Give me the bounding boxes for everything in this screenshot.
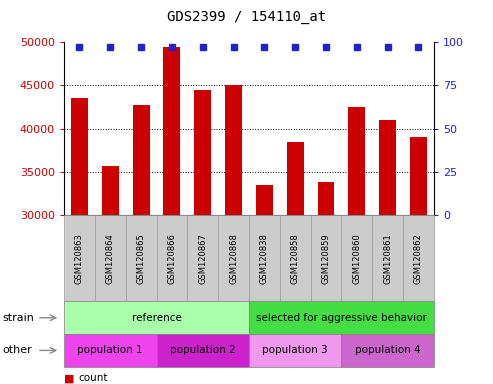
Text: GSM120860: GSM120860: [352, 233, 361, 284]
Bar: [287, 142, 304, 215]
Bar: [102, 166, 119, 215]
Text: strain: strain: [2, 313, 35, 323]
Text: GSM120865: GSM120865: [137, 233, 145, 284]
Text: GSM120838: GSM120838: [260, 233, 269, 284]
Text: population 1: population 1: [77, 345, 143, 356]
Bar: [194, 90, 211, 215]
Bar: [410, 137, 427, 215]
Text: ■: ■: [64, 373, 74, 383]
Text: population 2: population 2: [170, 345, 236, 356]
Bar: [317, 182, 334, 215]
Text: selected for aggressive behavior: selected for aggressive behavior: [256, 313, 427, 323]
Text: reference: reference: [132, 313, 181, 323]
Text: GSM120861: GSM120861: [383, 233, 392, 284]
Text: GSM120859: GSM120859: [321, 233, 330, 283]
Text: GSM120867: GSM120867: [198, 233, 207, 284]
Bar: [349, 107, 365, 215]
Text: population 3: population 3: [262, 345, 328, 356]
Text: GSM120868: GSM120868: [229, 233, 238, 284]
Text: GSM120862: GSM120862: [414, 233, 423, 284]
Bar: [71, 98, 88, 215]
Text: other: other: [2, 345, 32, 356]
Text: GSM120858: GSM120858: [291, 233, 300, 284]
Text: GDS2399 / 154110_at: GDS2399 / 154110_at: [167, 10, 326, 24]
Bar: [256, 185, 273, 215]
Text: population 4: population 4: [355, 345, 421, 356]
Text: GSM120864: GSM120864: [106, 233, 115, 284]
Bar: [225, 86, 242, 215]
Text: GSM120863: GSM120863: [75, 233, 84, 284]
Bar: [379, 120, 396, 215]
Bar: [133, 105, 149, 215]
Text: GSM120866: GSM120866: [168, 233, 176, 284]
Bar: [164, 46, 180, 215]
Text: count: count: [78, 373, 107, 383]
